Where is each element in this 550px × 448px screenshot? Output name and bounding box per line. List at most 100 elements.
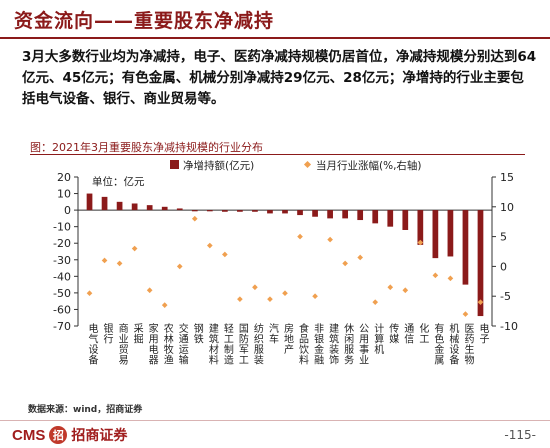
dot (342, 260, 348, 267)
dot (447, 275, 454, 282)
bar (237, 210, 243, 212)
bar (417, 210, 424, 245)
category-label: 机械设备 (449, 322, 459, 367)
dot (101, 257, 108, 264)
bar (131, 203, 138, 211)
bar (477, 210, 484, 317)
category-label: 建筑材料 (209, 322, 219, 367)
bar (327, 210, 333, 219)
category-label: 银行 (104, 322, 114, 346)
brand-emblem-icon: 招 (49, 426, 68, 444)
dot (86, 290, 93, 297)
brand-cms-text: CMS (12, 426, 46, 444)
brand-name-text: 招商证券 (71, 428, 128, 444)
page-number: -115- (504, 428, 536, 442)
category-label: 房地产 (284, 322, 294, 356)
dot (402, 287, 409, 294)
category-label: 通信 (404, 323, 414, 346)
dot (146, 287, 153, 294)
dot (417, 239, 424, 246)
dot (282, 290, 288, 297)
category-label: 建筑装饰 (329, 322, 339, 367)
bar (447, 210, 454, 257)
category-label: 计算机 (374, 322, 384, 356)
dot (176, 263, 183, 270)
dot (297, 233, 303, 240)
category-label: 家用电器 (149, 322, 159, 367)
category-label: 休闲服务 (344, 323, 354, 367)
bar (146, 205, 153, 211)
category-label: 电子 (479, 322, 489, 346)
dot (387, 284, 394, 291)
left-tick-label: 10 (57, 188, 71, 201)
category-label: 化工 (419, 322, 429, 346)
bar (221, 210, 228, 212)
dot (327, 236, 333, 243)
title-bar: 资金流向——重要股东净减持 (0, 0, 550, 44)
caption-rule (30, 154, 525, 155)
category-label: 国防军工 (239, 323, 249, 367)
legend-dot-label: 当月行业涨幅(%,右轴) (316, 159, 422, 172)
dot (372, 299, 379, 305)
right-tick-label: -10 (500, 320, 518, 333)
bar (387, 210, 394, 227)
left-tick-label: -10 (53, 221, 71, 234)
category-label: 医药生物 (464, 323, 474, 367)
dot (191, 215, 198, 222)
bar (161, 206, 168, 211)
title-rule (0, 37, 550, 39)
category-label: 农林牧渔 (164, 322, 174, 367)
brand-logo: CMS 招 招商证券 (12, 424, 127, 446)
bar (116, 201, 123, 211)
dot (237, 296, 243, 303)
bar (176, 208, 183, 211)
dot (206, 242, 213, 249)
left-tick-label: -30 (53, 254, 71, 267)
category-label: 商业贸易 (119, 322, 129, 367)
left-tick-label: -20 (53, 237, 71, 250)
unit-note: 单位：亿元 (92, 175, 145, 188)
right-tick-label: 15 (500, 171, 514, 184)
category-label: 传媒 (389, 323, 399, 346)
dot (267, 296, 273, 303)
dot (116, 260, 123, 267)
bar (86, 193, 93, 211)
bar (101, 196, 108, 211)
right-tick-label: 10 (500, 201, 514, 214)
dot (477, 299, 484, 305)
category-label: 电气设备 (89, 322, 99, 367)
left-tick-label: -60 (53, 303, 71, 316)
bar (312, 210, 318, 217)
category-label: 汽车 (269, 322, 279, 346)
source-note: 数据来源：wind，招商证券 (28, 405, 143, 415)
bar (462, 210, 469, 285)
bar (342, 210, 349, 219)
footer-rule (0, 420, 550, 421)
dot (222, 251, 228, 258)
dot (357, 254, 364, 261)
dot (432, 272, 439, 279)
category-label: 食品饮料 (299, 322, 309, 367)
bar (252, 210, 258, 212)
category-label: 钢铁 (194, 322, 204, 346)
category-label: 有色金属 (434, 322, 444, 367)
left-tick-label: 0 (64, 204, 71, 217)
bar (402, 210, 409, 230)
dot (252, 284, 258, 291)
category-label: 轻工制造 (224, 322, 234, 367)
right-tick-label: 5 (500, 231, 507, 244)
category-label: 采掘 (134, 323, 144, 346)
legend-dot-swatch (303, 160, 312, 169)
bar (357, 210, 364, 221)
bar (267, 210, 273, 214)
bar (282, 210, 288, 214)
left-tick-label: -50 (53, 287, 71, 300)
bar (372, 210, 379, 224)
dot (161, 302, 168, 308)
slide-title: 资金流向——重要股东净减持 (14, 10, 275, 32)
right-tick-label: -5 (500, 290, 511, 303)
left-tick-label: -70 (53, 320, 71, 333)
legend-bar-swatch (170, 160, 179, 169)
bar (206, 210, 213, 212)
category-label: 公用事业 (359, 324, 369, 367)
